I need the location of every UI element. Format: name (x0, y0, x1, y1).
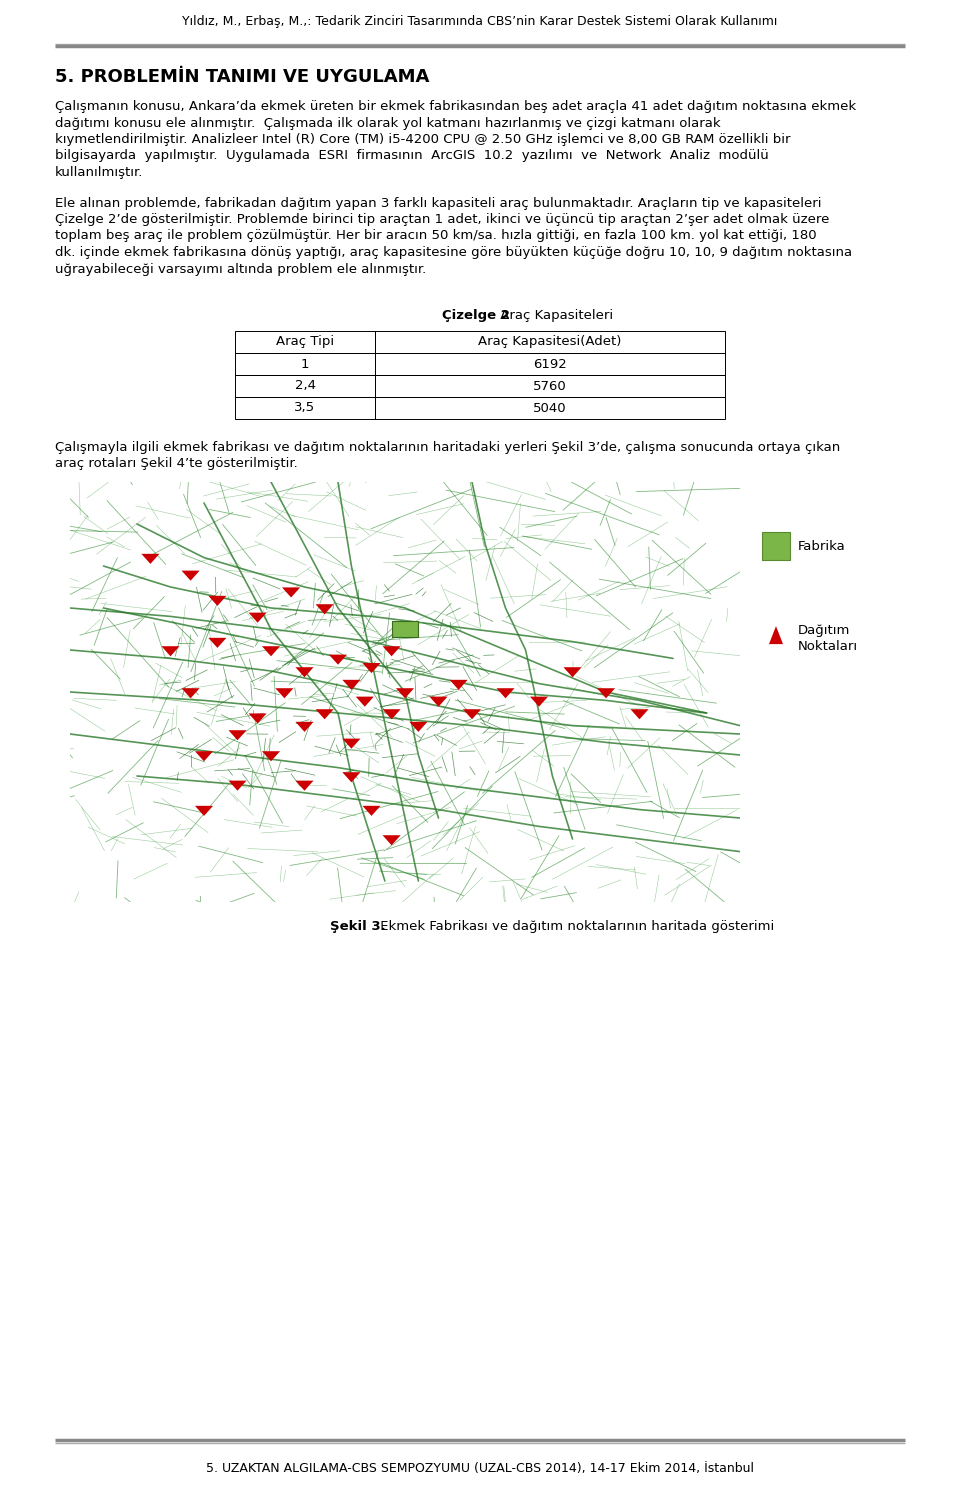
Text: dağıtımı konusu ele alınmıştır.  Çalışmada ilk olarak yol katmanı hazırlanmış ve: dağıtımı konusu ele alınmıştır. Çalışmad… (55, 116, 721, 129)
Bar (375, 374, 725, 397)
Polygon shape (141, 554, 159, 563)
Text: Araç Kapasitesi(Adet): Araç Kapasitesi(Adet) (478, 336, 622, 349)
Polygon shape (382, 646, 400, 657)
Polygon shape (429, 697, 447, 707)
Text: kullanılmıştır.: kullanılmıştır. (55, 166, 143, 178)
Text: Şekil 3.: Şekil 3. (330, 920, 386, 933)
Text: 2,4: 2,4 (295, 379, 316, 392)
Polygon shape (631, 709, 649, 719)
Polygon shape (396, 688, 414, 698)
Polygon shape (316, 709, 334, 719)
Bar (375, 397, 725, 419)
Polygon shape (343, 773, 360, 782)
Text: Çalışmayla ilgili ekmek fabrikası ve dağıtım noktalarının haritadaki yerleri Şek: Çalışmayla ilgili ekmek fabrikası ve dağ… (55, 441, 840, 455)
Polygon shape (208, 596, 227, 606)
Polygon shape (296, 780, 314, 791)
Text: toplam beş araç ile problem çözülmüştür. Her bir aracın 50 km/sa. hızla gittiği,: toplam beş araç ile problem çözülmüştür.… (55, 229, 817, 242)
Bar (375, 354, 725, 374)
Bar (235, 354, 375, 374)
Text: uğrayabileceği varsayımı altında problem ele alınmıştır.: uğrayabileceği varsayımı altında problem… (55, 263, 426, 275)
Text: 5040: 5040 (533, 401, 566, 415)
Polygon shape (363, 805, 380, 816)
Text: Ekmek Fabrikası ve dağıtım noktalarının haritada gösterimi: Ekmek Fabrikası ve dağıtım noktalarının … (376, 920, 775, 933)
Polygon shape (228, 780, 247, 791)
Polygon shape (276, 688, 294, 698)
Polygon shape (382, 709, 400, 719)
Polygon shape (262, 646, 280, 657)
Polygon shape (449, 679, 468, 690)
Text: 3,5: 3,5 (295, 401, 316, 415)
Polygon shape (409, 722, 427, 733)
Text: Yıldız, M., Erbaş, M.,: Tedarik Zinciri Tasarımında CBS’nin Karar Destek Sistemi: Yıldız, M., Erbaş, M.,: Tedarik Zinciri … (182, 15, 778, 28)
Polygon shape (496, 688, 515, 698)
Bar (235, 397, 375, 419)
Polygon shape (208, 637, 227, 648)
Text: Çizelge 2’de gösterilmiştir. Problemde birinci tip araçtan 1 adet, ikinci ve üçü: Çizelge 2’de gösterilmiştir. Problemde b… (55, 212, 829, 226)
Polygon shape (296, 667, 314, 678)
Text: Noktaları: Noktaları (798, 640, 858, 654)
Polygon shape (262, 752, 280, 761)
Polygon shape (316, 605, 334, 614)
Text: dk. içinde ekmek fabrikasına dönüş yaptığı, araç kapasitesine göre büyükten küçü: dk. içinde ekmek fabrikasına dönüş yaptı… (55, 247, 852, 259)
Polygon shape (249, 612, 267, 623)
Text: 5. PROBLEMİN TANIMI VE UYGULAMA: 5. PROBLEMİN TANIMI VE UYGULAMA (55, 68, 429, 86)
Polygon shape (329, 655, 348, 664)
Polygon shape (382, 835, 400, 846)
Polygon shape (463, 709, 481, 719)
Polygon shape (343, 679, 360, 690)
Polygon shape (161, 646, 180, 657)
Text: bilgisayarda  yapılmıştır.  Uygulamada  ESRI  firmasının  ArcGIS  10.2  yazılımı: bilgisayarda yapılmıştır. Uygulamada ESR… (55, 150, 769, 162)
Text: araç rotaları Şekil 4’te gösterilmiştir.: araç rotaları Şekil 4’te gösterilmiştir. (55, 458, 298, 471)
Text: Dağıtım: Dağıtım (798, 624, 851, 637)
Polygon shape (228, 730, 247, 740)
Polygon shape (181, 571, 200, 581)
Bar (392, 621, 419, 637)
Text: Çalışmanın konusu, Ankara’da ekmek üreten bir ekmek fabrikasından beş adet araçl: Çalışmanın konusu, Ankara’da ekmek ürete… (55, 100, 856, 113)
Polygon shape (282, 587, 300, 597)
Text: Ele alınan problemde, fabrikadan dağıtım yapan 3 farklı kapasiteli araç bulunmak: Ele alınan problemde, fabrikadan dağıtım… (55, 196, 822, 210)
Bar (235, 331, 375, 354)
Text: 1: 1 (300, 358, 309, 370)
Bar (375, 331, 725, 354)
Polygon shape (195, 805, 213, 816)
Bar (762, 532, 790, 560)
Polygon shape (597, 688, 615, 698)
Text: kıymetlendirilmiştir. Analizleer Intel (R) Core (TM) i5-4200 CPU @ 2.50 GHz işle: kıymetlendirilmiştir. Analizleer Intel (… (55, 134, 790, 146)
Text: Çizelge 2: Çizelge 2 (442, 309, 510, 322)
Polygon shape (249, 713, 267, 724)
Polygon shape (564, 667, 582, 678)
Text: Araç Tipi: Araç Tipi (276, 336, 334, 349)
Bar (235, 374, 375, 397)
Polygon shape (195, 752, 213, 761)
Polygon shape (181, 688, 200, 698)
Polygon shape (296, 722, 314, 733)
Text: 5. UZAKTAN ALGILAMA-CBS SEMPOZYUMU (UZAL-CBS 2014), 14-17 Ekim 2014, İstanbul: 5. UZAKTAN ALGILAMA-CBS SEMPOZYUMU (UZAL… (206, 1462, 754, 1476)
Polygon shape (343, 739, 360, 749)
Polygon shape (356, 697, 373, 707)
Text: Araç Kapasiteleri: Araç Kapasiteleri (496, 309, 613, 322)
Polygon shape (530, 697, 548, 707)
Text: Fabrika: Fabrika (798, 539, 846, 553)
Polygon shape (363, 663, 380, 673)
Text: 6192: 6192 (533, 358, 566, 370)
Polygon shape (769, 626, 783, 643)
Text: 5760: 5760 (533, 379, 566, 392)
